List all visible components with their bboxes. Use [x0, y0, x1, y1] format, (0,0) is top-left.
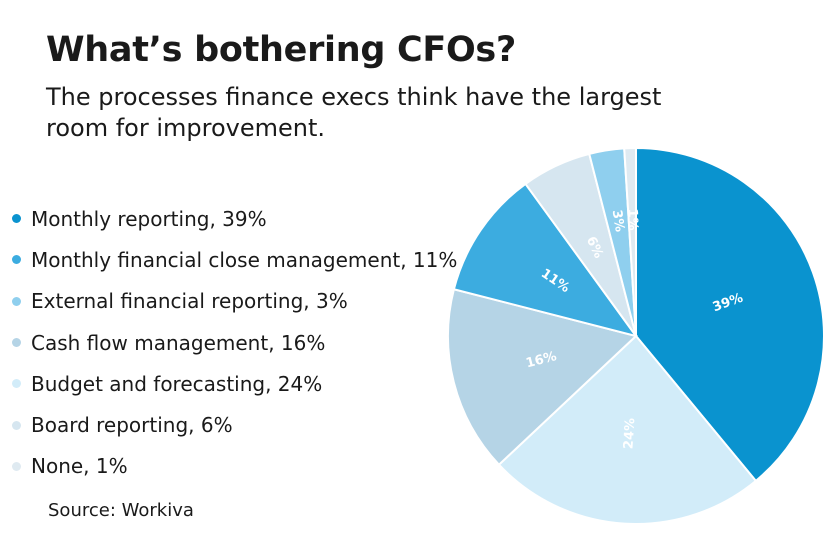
legend-label: Monthly financial close management, 11%	[31, 247, 458, 272]
pie-slice-none	[623, 146, 637, 337]
legend-swatch	[12, 420, 21, 430]
chart-subtitle: The processes finance execs think have t…	[46, 83, 662, 142]
legend-swatch	[12, 379, 21, 389]
data-label: 1%	[624, 208, 640, 231]
pie-slice-cash-flow-management	[447, 288, 639, 467]
legend-swatch	[12, 338, 21, 348]
data-label: 16%	[524, 349, 558, 371]
legend: Monthly reporting, 39% Monthly financial …	[12, 198, 457, 487]
data-label: 3%	[609, 209, 627, 233]
legend-item: External financial reporting, 3%	[12, 281, 457, 322]
legend-label: None, 1%	[31, 454, 128, 479]
legend-label: Monthly reporting, 39%	[31, 206, 267, 231]
legend-label: Board reporting, 6%	[31, 413, 233, 438]
legend-swatch	[12, 214, 21, 224]
pie-slice-monthly-financial-close-management	[452, 182, 639, 338]
legend-item: Board reporting, 6%	[12, 404, 457, 445]
chart-title: What’s bothering CFOs?	[46, 30, 516, 70]
legend-swatch	[12, 461, 21, 471]
legend-item: Cash flow management, 16%	[12, 322, 457, 363]
legend-label: Cash flow management, 16%	[31, 330, 326, 355]
legend-item: Monthly financial close management, 11%	[12, 239, 457, 280]
source-note: Source: Workiva	[48, 500, 194, 521]
pie-slice-monthly-reporting	[635, 146, 825, 483]
legend-label: Budget and forecasting, 24%	[31, 371, 323, 396]
legend-label: External financial reporting, 3%	[31, 289, 348, 314]
legend-item: Monthly reporting, 39%	[12, 198, 457, 239]
legend-item: Budget and forecasting, 24%	[12, 363, 457, 404]
legend-swatch	[12, 255, 21, 265]
legend-item: None, 1%	[12, 446, 457, 487]
legend-swatch	[12, 296, 21, 306]
pie-slice-budget-and-forecasting	[497, 334, 758, 525]
data-label: 24%	[621, 418, 638, 450]
